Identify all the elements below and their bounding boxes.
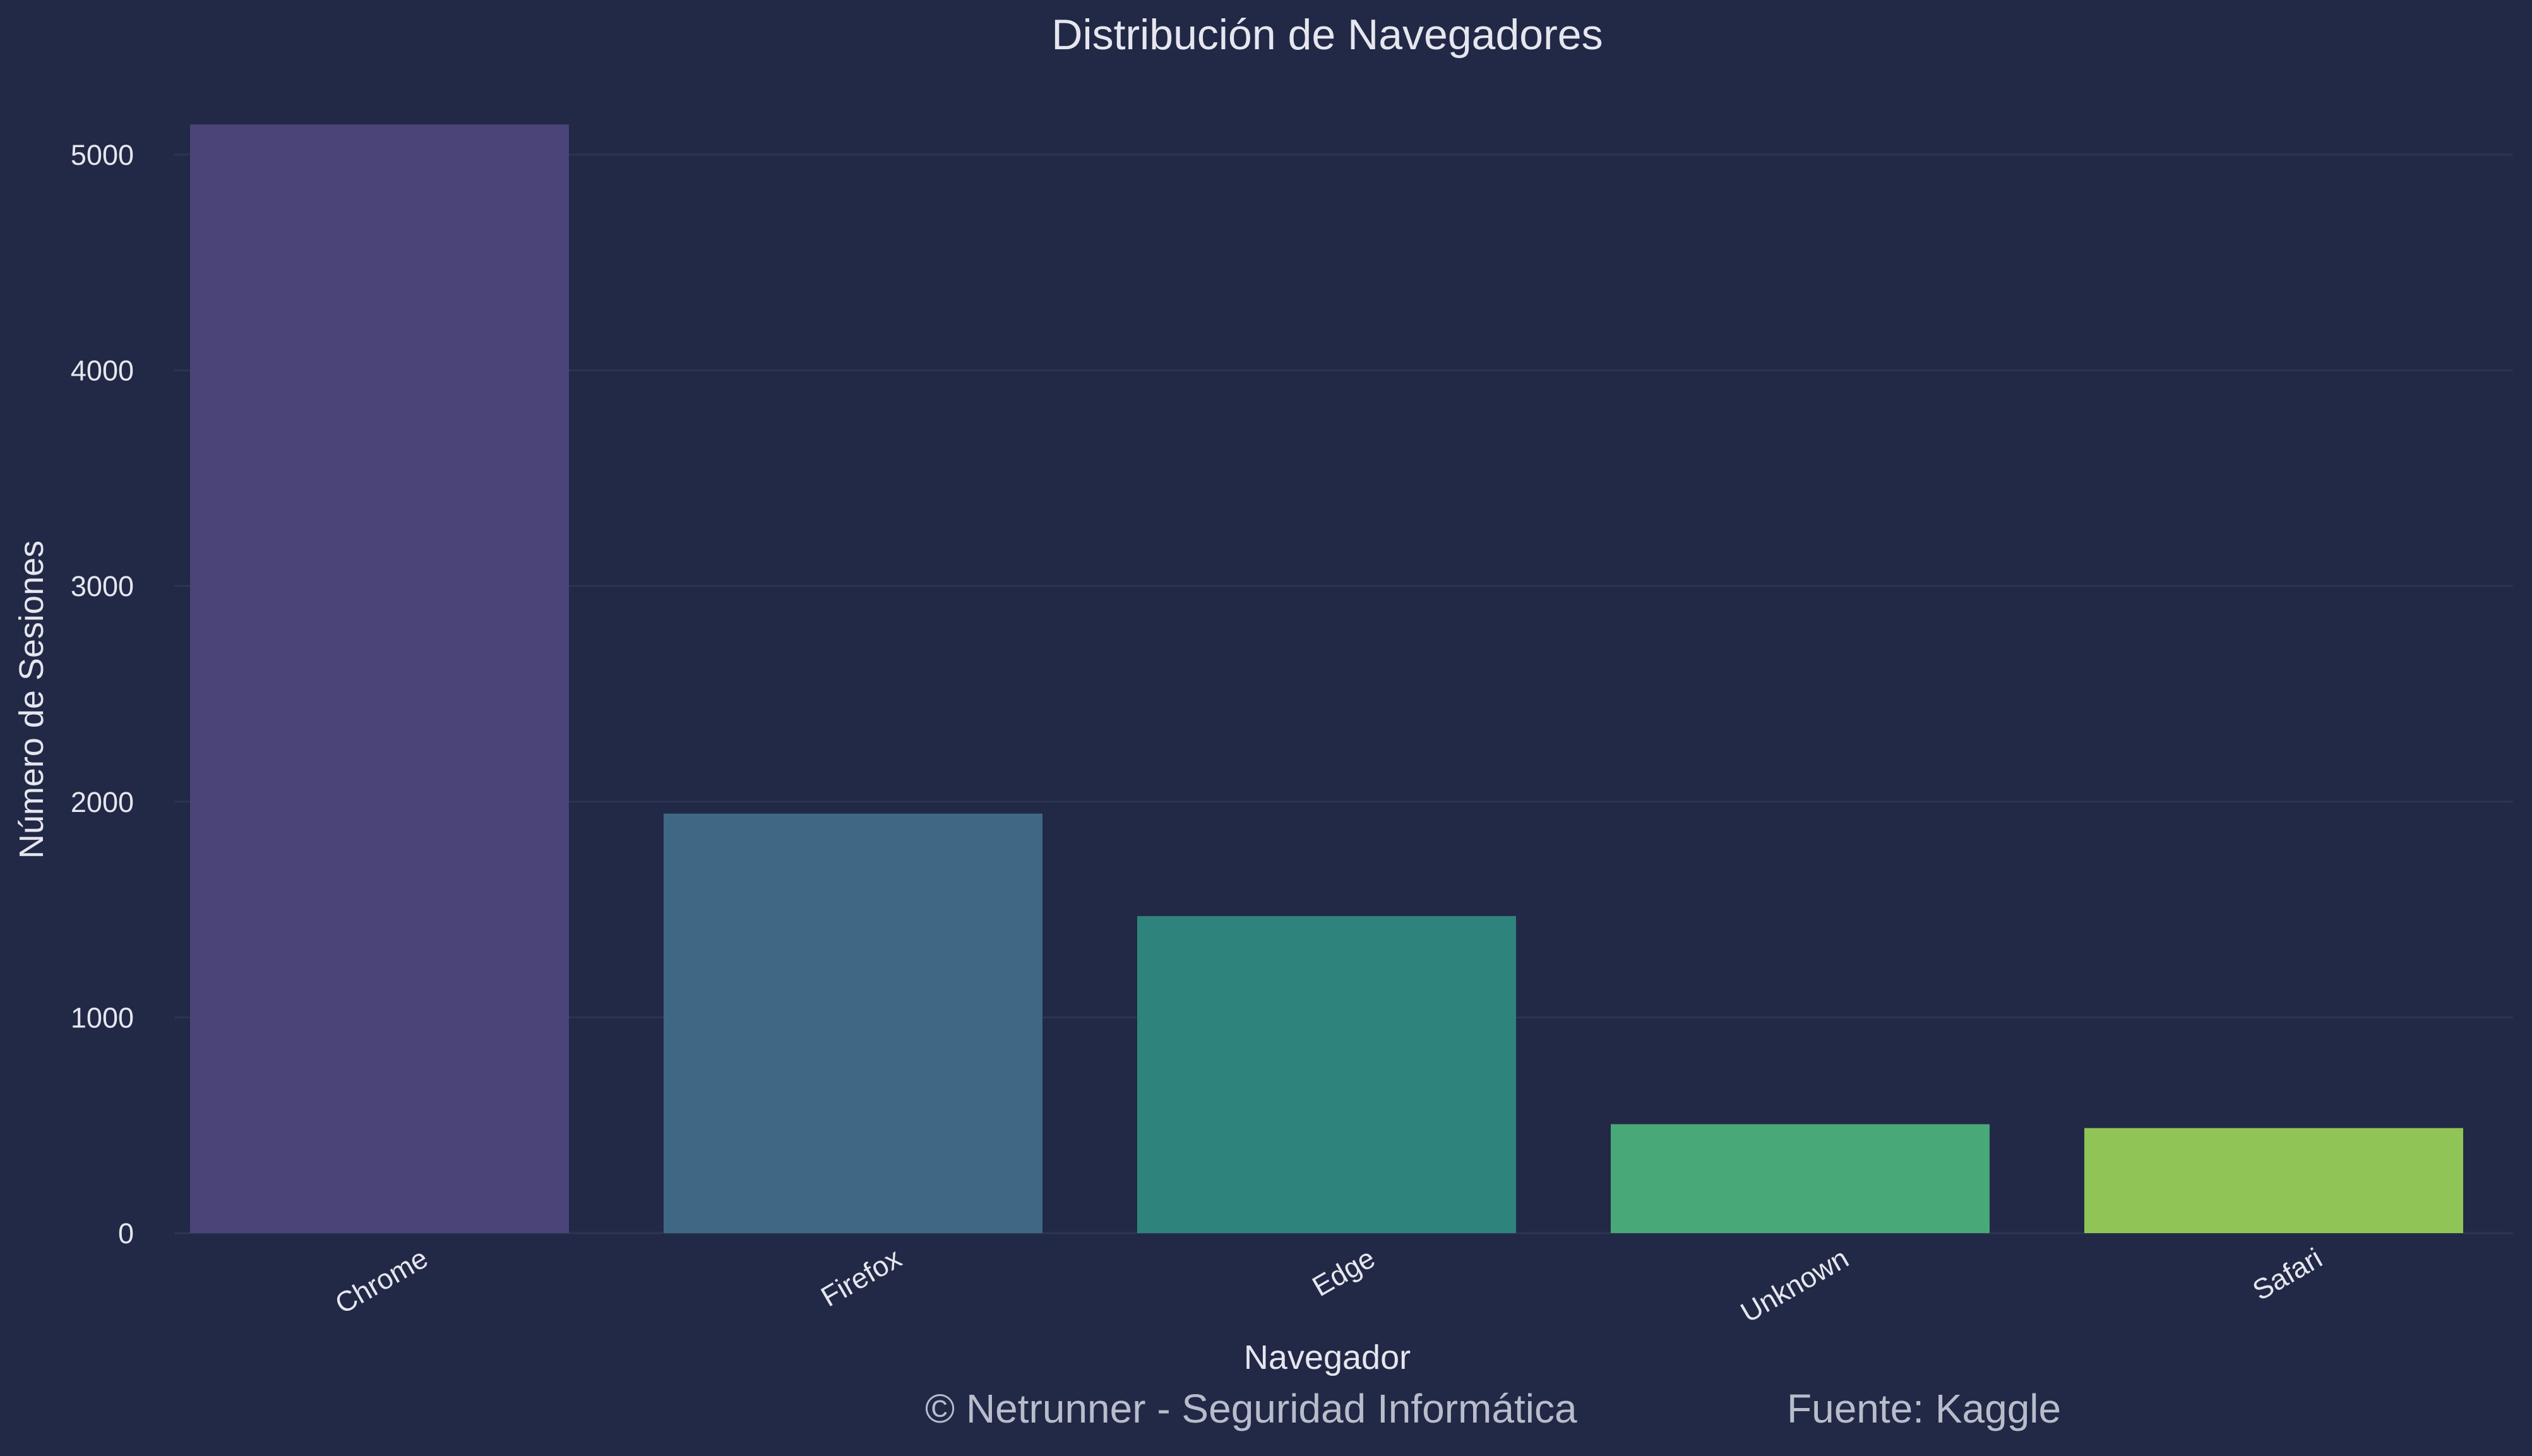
y-tick-label: 5000	[71, 139, 134, 171]
bar-safari	[2084, 1128, 2463, 1233]
y-axis-ticks: 0 1000 2000 3000 4000 5000	[71, 139, 134, 1250]
y-tick-label: 2000	[71, 786, 134, 818]
y-tick-label: 1000	[71, 1001, 134, 1034]
x-axis-label: Navegador	[1244, 1339, 1411, 1376]
y-tick-label: 3000	[71, 570, 134, 602]
chart-title: Distribución de Navegadores	[1051, 11, 1603, 59]
bar-chrome	[190, 124, 569, 1233]
bars	[190, 124, 2463, 1233]
bar-firefox	[664, 813, 1042, 1233]
bar-edge	[1137, 916, 1516, 1233]
footer-credit: © Netrunner - Seguridad Informática	[925, 1386, 1577, 1431]
y-tick-label: 4000	[71, 355, 134, 387]
footer-source: Fuente: Kaggle	[1787, 1386, 2061, 1431]
y-tick-label: 0	[118, 1217, 134, 1250]
y-axis-label: Número de Sesiones	[13, 540, 51, 859]
bar-unknown	[1611, 1124, 1990, 1233]
